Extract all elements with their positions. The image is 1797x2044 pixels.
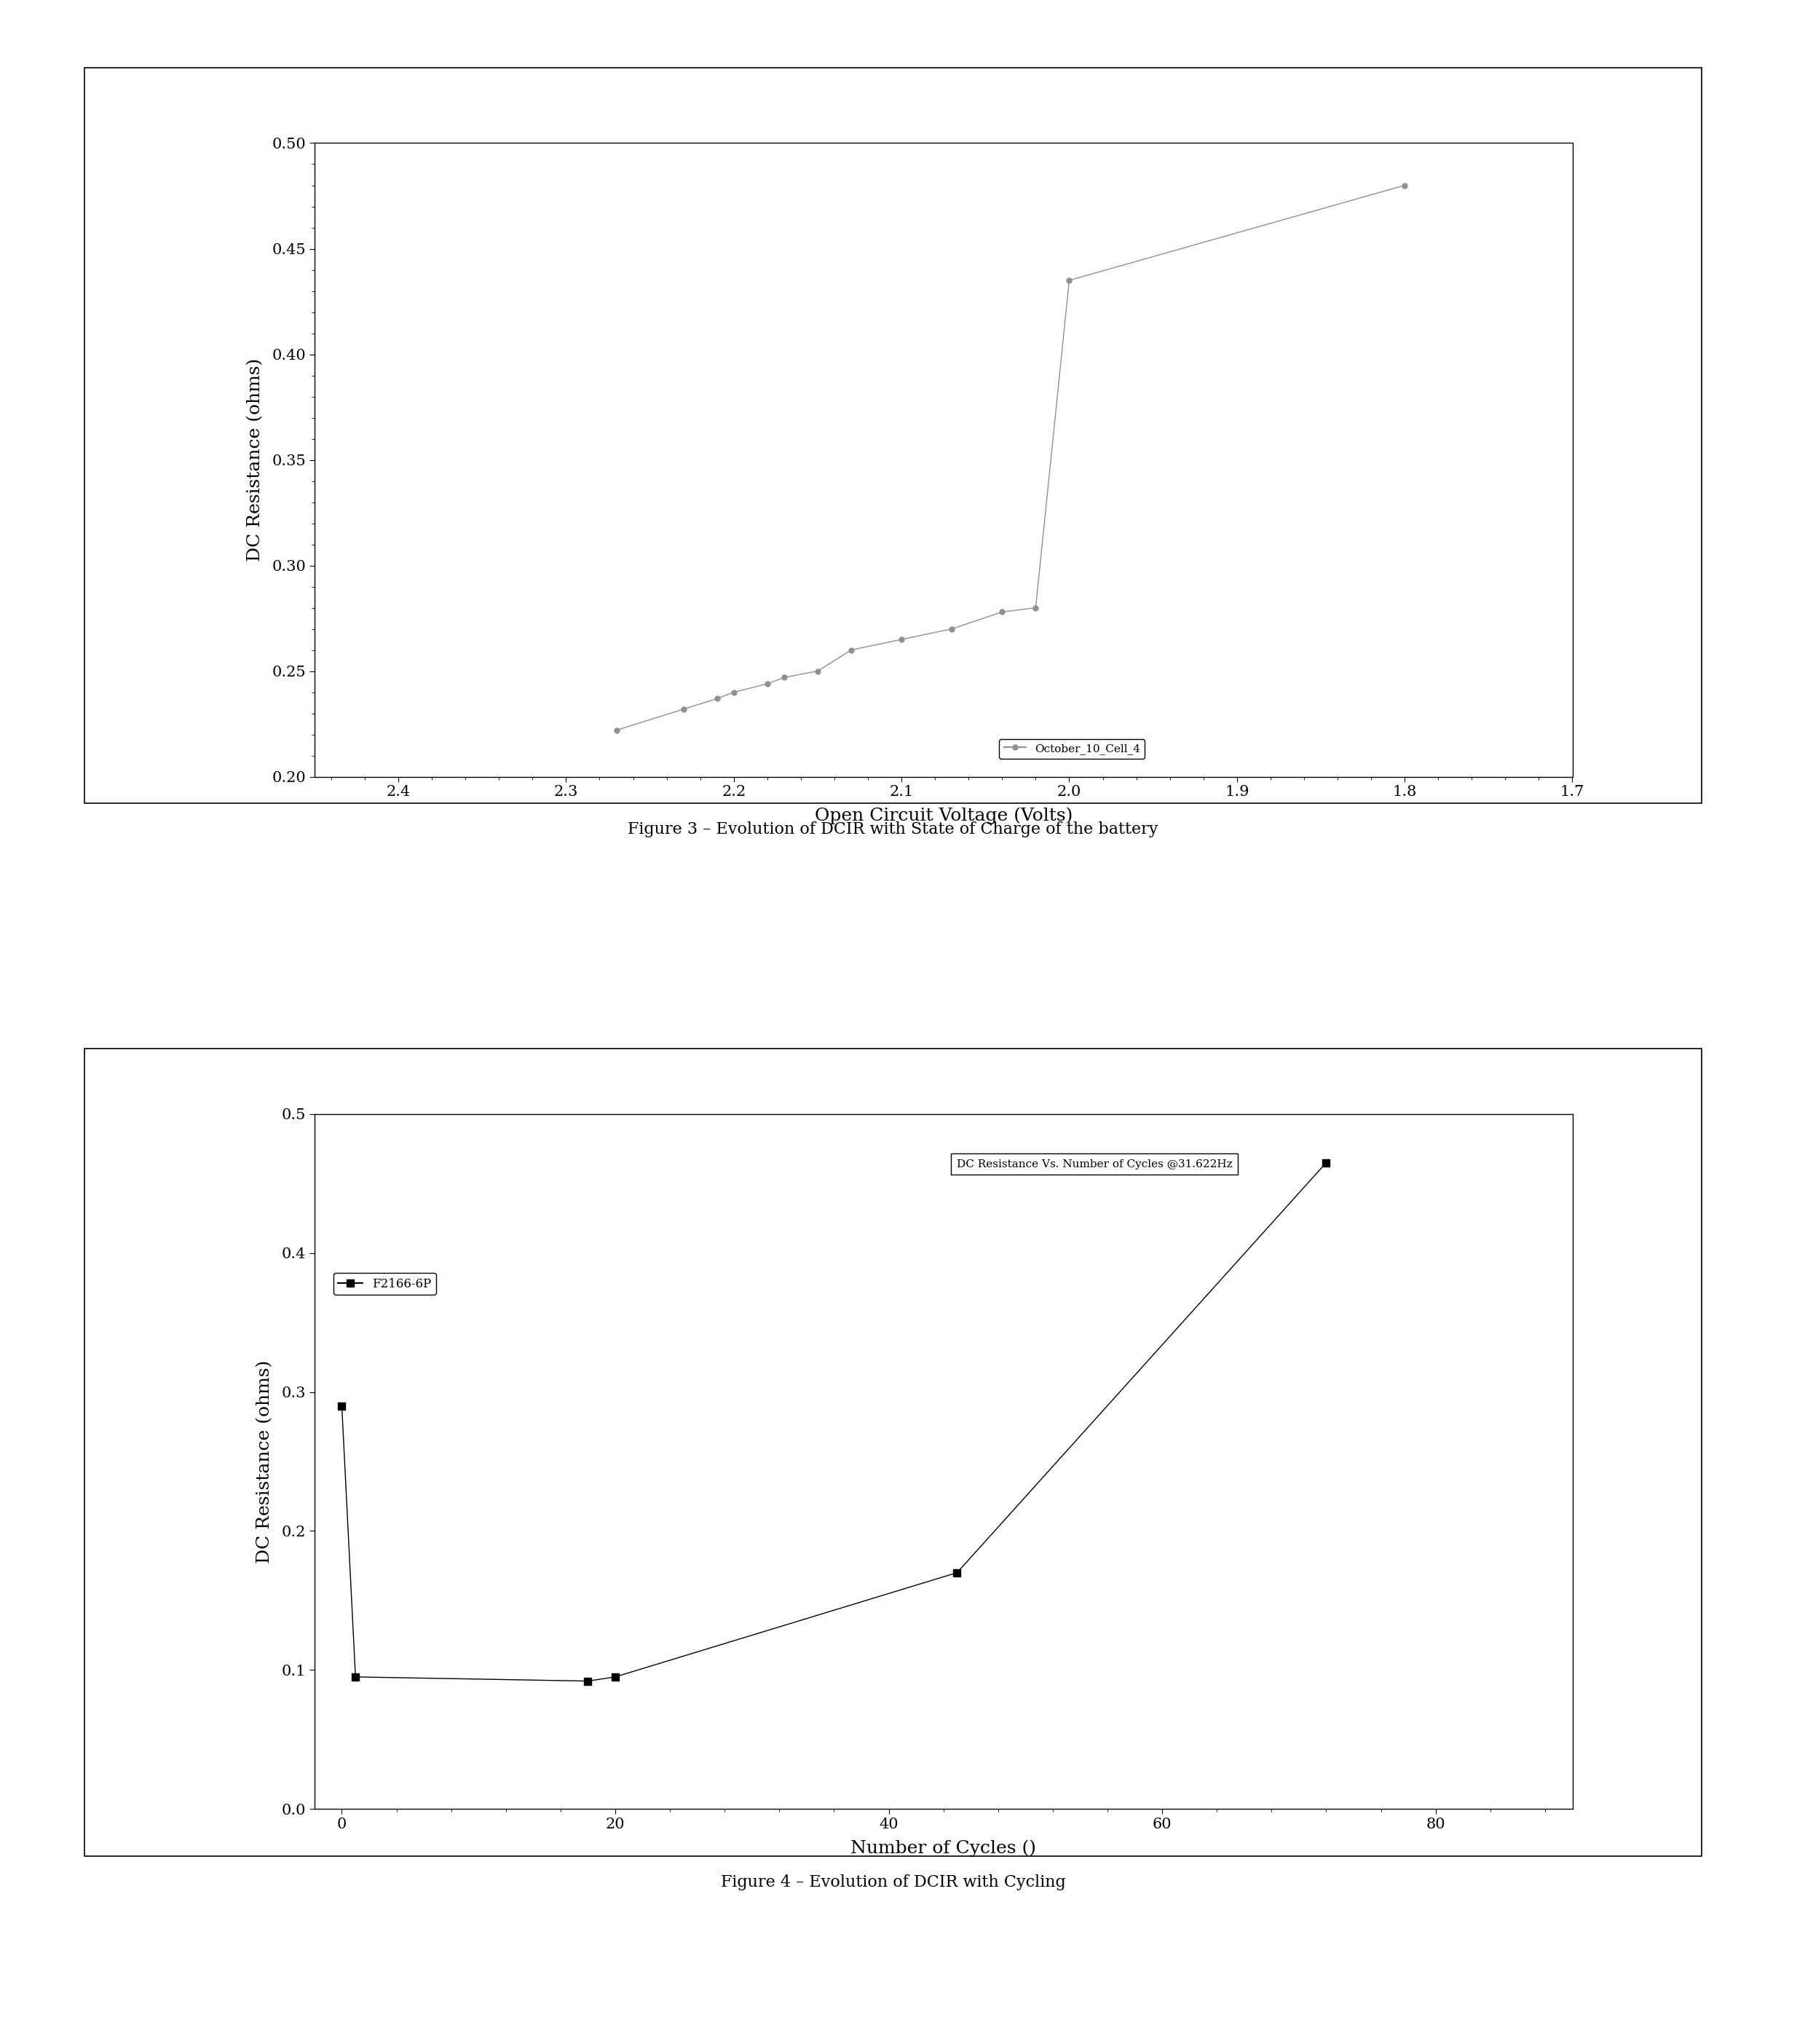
X-axis label: Open Circuit Voltage (Volts): Open Circuit Voltage (Volts) [814, 807, 1073, 824]
Text: Figure 3 – Evolution of DCIR with State of Charge of the battery: Figure 3 – Evolution of DCIR with State … [627, 822, 1159, 838]
Y-axis label: DC Resistance (ohms): DC Resistance (ohms) [246, 358, 264, 562]
X-axis label: Number of Cycles (): Number of Cycles () [850, 1840, 1037, 1856]
Text: DC Resistance Vs. Number of Cycles @31.622Hz: DC Resistance Vs. Number of Cycles @31.6… [956, 1159, 1233, 1169]
Text: Figure 4 – Evolution of DCIR with Cycling: Figure 4 – Evolution of DCIR with Cyclin… [721, 1874, 1066, 1891]
Legend: F2166-6P: F2166-6P [332, 1273, 437, 1296]
Y-axis label: DC Resistance (ohms): DC Resistance (ohms) [257, 1359, 273, 1564]
Legend: October_10_Cell_4: October_10_Cell_4 [999, 738, 1145, 758]
